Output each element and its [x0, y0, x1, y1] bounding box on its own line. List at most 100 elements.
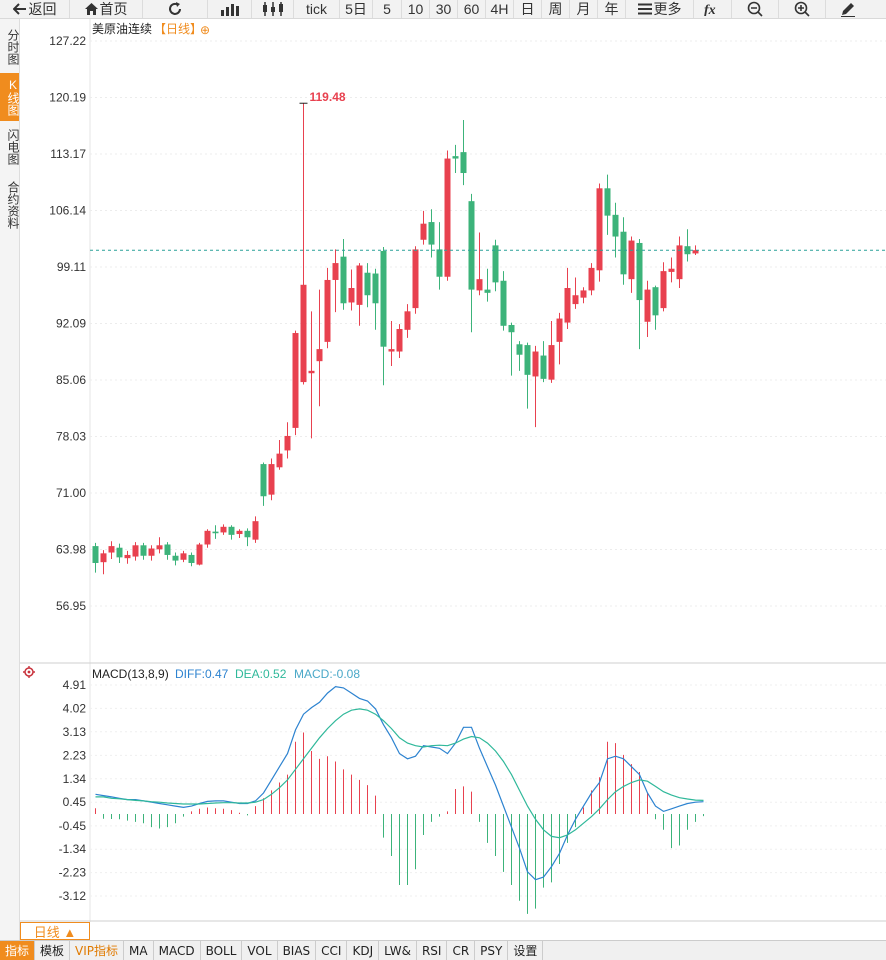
tab-cci[interactable]: CCI — [316, 941, 348, 960]
candle — [244, 528, 251, 547]
candle-body — [180, 553, 187, 560]
period-year[interactable]: 年 — [598, 0, 626, 18]
zoom-out-button[interactable] — [732, 0, 779, 18]
price-axis-label: 106.14 — [49, 203, 86, 217]
zoom-in-icon — [794, 1, 810, 17]
candle-body — [148, 548, 155, 556]
formula-button[interactable]: fx — [694, 0, 732, 18]
candle — [364, 263, 371, 308]
candle — [412, 246, 419, 314]
price-axis-label: 56.95 — [56, 599, 86, 613]
candle-body — [172, 555, 179, 561]
candle — [628, 236, 635, 293]
candle — [236, 529, 243, 539]
tab-rsi[interactable]: RSI — [417, 941, 448, 960]
draw-button[interactable] — [826, 0, 870, 18]
tab-template[interactable]: 模板 — [35, 941, 71, 960]
tab-settings[interactable]: 设置 — [508, 941, 544, 960]
tab-macd[interactable]: MACD — [154, 941, 201, 960]
zoom-in-button[interactable] — [779, 0, 826, 18]
top-toolbar: 返回 首页 tick 5日 5 10 30 60 4H 日 周 月 年 更多 f… — [0, 0, 886, 19]
candle — [156, 537, 163, 554]
candle — [660, 262, 667, 312]
price-axis-label: 92.09 — [56, 316, 86, 330]
candle — [540, 341, 547, 383]
more-button[interactable]: 更多 — [626, 0, 694, 18]
candle-body — [580, 290, 587, 298]
candle — [284, 422, 291, 459]
candlestick-icon — [262, 2, 283, 16]
back-button[interactable]: 返回 — [0, 0, 70, 18]
candle-body — [644, 289, 651, 322]
tab-bias[interactable]: BIAS — [278, 941, 317, 960]
side-tab-timeshare[interactable]: 分时图 — [6, 29, 20, 65]
candle-body — [188, 554, 195, 563]
tab-ma[interactable]: MA — [124, 941, 154, 960]
price-axis-label: 113.17 — [50, 147, 86, 161]
side-tab-contract[interactable]: 合约资料 — [6, 181, 20, 229]
zoom-out-icon — [747, 1, 763, 17]
candle-body — [324, 279, 331, 342]
candle-body — [596, 188, 603, 271]
candle-body — [164, 544, 171, 555]
candle — [476, 232, 483, 296]
period-10min[interactable]: 10 — [402, 0, 430, 18]
candle-body — [252, 521, 259, 540]
macd-axis-label: 2.23 — [63, 748, 87, 762]
candle-body — [340, 256, 347, 304]
candle-body — [332, 263, 339, 280]
candle-body — [660, 271, 667, 309]
candle-body — [388, 349, 395, 352]
tab-lw[interactable]: LW& — [379, 941, 417, 960]
side-tab-kline[interactable]: K线图 — [0, 73, 20, 121]
candle-body — [444, 158, 451, 277]
candle — [436, 222, 443, 290]
candle-body — [404, 311, 411, 330]
candle — [108, 541, 115, 559]
period-5min[interactable]: 5 — [373, 0, 402, 18]
candle — [428, 209, 435, 258]
tab-vip-indicator[interactable]: VIP指标 — [70, 941, 125, 960]
tick-button[interactable]: tick — [294, 0, 340, 18]
period-30min[interactable]: 30 — [430, 0, 458, 18]
price-axis-label: 99.11 — [57, 260, 86, 274]
period-day[interactable]: 日 — [514, 0, 542, 18]
tab-psy[interactable]: PSY — [475, 941, 509, 960]
period-switch-button[interactable]: 日线 ▲ — [20, 922, 90, 940]
candle-style-button[interactable] — [252, 0, 294, 18]
chart-type-button[interactable] — [208, 0, 252, 18]
period-60min[interactable]: 60 — [458, 0, 486, 18]
candle — [292, 330, 299, 436]
candle — [644, 280, 651, 338]
candle-body — [100, 553, 107, 563]
side-tab-flash[interactable]: 闪电图 — [6, 129, 20, 165]
candle — [492, 239, 499, 292]
kline-chart[interactable]: 美原油连续 【日线】 ⊕ 127.22 120.19 113.17 106.14 99.… — [20, 19, 886, 922]
period-4h[interactable]: 4H — [486, 0, 514, 18]
candle — [148, 545, 155, 561]
period-month[interactable]: 月 — [570, 0, 598, 18]
refresh-button[interactable] — [143, 0, 208, 18]
candle-body — [524, 345, 531, 375]
candle-body — [228, 526, 235, 535]
home-button[interactable]: 首页 — [70, 0, 143, 18]
tab-indicator[interactable]: 指标 — [0, 941, 36, 960]
tab-cr[interactable]: CR — [447, 941, 476, 960]
macd-gear-icon[interactable] — [23, 666, 35, 678]
tab-kdj[interactable]: KDJ — [347, 941, 380, 960]
candle — [684, 229, 691, 262]
tab-vol[interactable]: VOL — [242, 941, 278, 960]
tab-boll[interactable]: BOLL — [201, 941, 243, 960]
period-week[interactable]: 周 — [542, 0, 570, 18]
price-axis-label: 120.19 — [49, 91, 86, 105]
candle-body — [316, 349, 323, 362]
candle — [340, 238, 347, 310]
candle — [556, 312, 563, 365]
candle-body — [436, 249, 443, 277]
candle-body — [108, 546, 115, 553]
settings-circle-icon[interactable]: ⊕ — [200, 23, 210, 37]
candle — [252, 516, 259, 543]
macd-axis-label: 0.45 — [63, 795, 87, 809]
period-5day[interactable]: 5日 — [340, 0, 373, 18]
candle — [652, 285, 659, 330]
